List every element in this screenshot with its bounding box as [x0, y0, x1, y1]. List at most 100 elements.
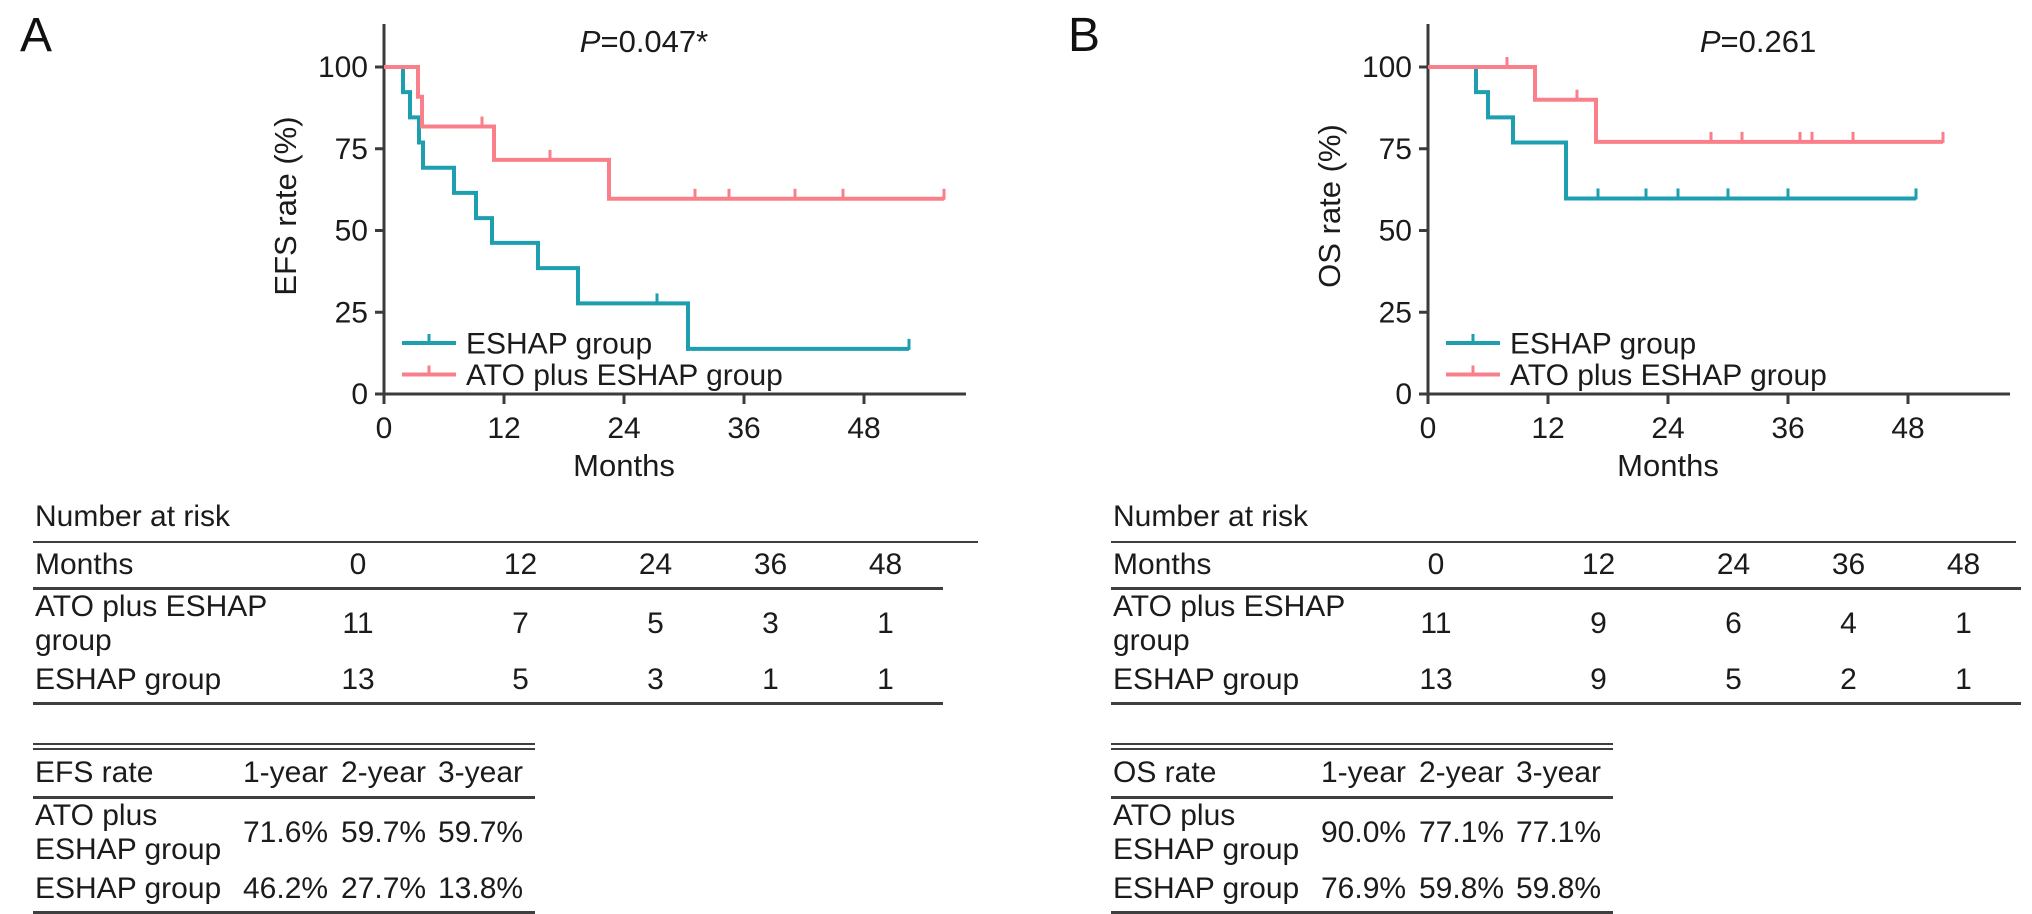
- efs-chart-area: EFS rate (%) 0 25 50 75 100 0 12 24 36 48 Months P=…: [258, 6, 1016, 484]
- table-row: ESHAP group 13 5 3 1 1: [33, 658, 978, 705]
- y-tick-label: 75: [1379, 133, 1412, 166]
- row-label: ATO plus ESHAP group: [35, 590, 267, 657]
- number-at-risk-title-a: Number at risk: [33, 498, 978, 543]
- x-axis-label: Months: [1617, 448, 1719, 483]
- p-value-annotation: P=0.047*: [580, 24, 708, 59]
- rate-table-body: ATO plus ESHAP group 71.6% 59.7% 59.7% ESHAP…: [33, 798, 978, 914]
- x-tick-label: 0: [376, 412, 393, 445]
- x-tick-label: 24: [607, 412, 640, 445]
- y-tick-label: 0: [1395, 378, 1412, 411]
- number-at-risk-table-b: Months 0 12 24 36 48 ATO plus ESHAP group 11 9 6…: [1111, 543, 2021, 705]
- os-km-chart: 0 25 50 75 100 0 12 24 36 48 Months P=0.261 ESHAP gr…: [1362, 24, 2010, 483]
- column-header: 1-year: [1321, 743, 1419, 799]
- table-title-cell: OS rate: [1111, 743, 1321, 799]
- number-at-risk-block-a: Number at risk Months 0 12 24 36 48 ATO plus …: [33, 498, 978, 705]
- value-cell: 1: [1955, 607, 1972, 640]
- table-title-cell: Months: [33, 543, 273, 590]
- value-cell: 7: [512, 607, 529, 640]
- x-tick-label: 0: [1420, 412, 1437, 445]
- y-tick-label: 25: [335, 296, 368, 329]
- value-cell: 1: [1906, 658, 2021, 705]
- table-row: ESHAP group 13 9 5 2 1: [1111, 658, 2021, 705]
- table-row: ESHAP group 76.9% 59.8% 59.8%: [1111, 867, 2016, 914]
- number-at-risk-table-a: Months 0 12 24 36 48 ATO plus ESHAP group 11 7 5…: [33, 543, 978, 705]
- os-chart-area: OS rate (%) 0 25 50 75 100 0 12 24 36 48 Months P=0…: [1302, 6, 2032, 484]
- x-tick-label: 12: [1531, 412, 1564, 445]
- rate-header-row: EFS rate 1-year 2-year 3-year: [33, 743, 978, 799]
- value-cell: 59.7%: [341, 816, 427, 849]
- panel-a-label: A: [20, 9, 53, 62]
- efs-rate-table: EFS rate 1-year 2-year 3-year ATO plus ESHA…: [33, 743, 978, 914]
- table-row: ATO plus ESHAP group 11 7 5 3 1: [33, 589, 978, 659]
- row-label: ATO plus ESHAP group: [1113, 799, 1300, 866]
- y-tick-label: 100: [1362, 51, 1412, 84]
- legend-entry-label: ATO plus ESHAP group: [466, 359, 783, 392]
- value-cell: 13: [1351, 658, 1521, 705]
- ato-plus-eshap-curve: [384, 65, 944, 201]
- ato-plus-eshap-curve: [1428, 65, 1943, 144]
- risk-table-body: ATO plus ESHAP group 11 9 6 4 1 ESHAP group 13 9…: [1111, 589, 2021, 705]
- value-cell: 71.6%: [243, 816, 329, 849]
- value-cell: 4: [1840, 607, 1857, 640]
- y-tick-label: 25: [1379, 296, 1412, 329]
- value-cell: 77.1%: [1516, 816, 1602, 849]
- y-tick-label: 50: [1379, 215, 1412, 248]
- value-cell: 6: [1725, 607, 1742, 640]
- efs-km-chart: 0 25 50 75 100 0 12 24 36 48 Months P=0.047* ESHAP g…: [318, 24, 966, 483]
- row-label: ATO plus ESHAP group: [35, 799, 222, 866]
- x-tick-label: 48: [847, 412, 880, 445]
- column-header: 12: [443, 543, 598, 590]
- rate-table-body: ATO plus ESHAP group 90.0% 77.1% 77.1% ESHAP…: [1111, 798, 2016, 914]
- number-at-risk-title-b: Number at risk: [1111, 498, 2016, 543]
- table-row: ATO plus ESHAP group 71.6% 59.7% 59.7%: [33, 798, 978, 868]
- column-header: 3-year: [438, 743, 535, 799]
- x-tick-label: 12: [487, 412, 520, 445]
- efs-y-axis-label: EFS rate (%): [268, 116, 303, 296]
- column-header: 2-year: [1419, 743, 1516, 799]
- panel-b-tables: Number at risk Months 0 12 24 36 48 ATO plus …: [1111, 498, 2021, 914]
- value-cell: 5: [647, 607, 664, 640]
- value-cell: 11: [1420, 607, 1452, 640]
- os-rate-table: OS rate 1-year 2-year 3-year ATO plus ESHAP…: [1111, 743, 2016, 914]
- column-header: 24: [598, 543, 713, 590]
- table-row: ATO plus ESHAP group 90.0% 77.1% 77.1%: [1111, 798, 2016, 868]
- value-cell: 1: [828, 658, 943, 705]
- row-label: ATO plus ESHAP group: [1113, 590, 1345, 657]
- value-cell: 59.7%: [438, 816, 524, 849]
- value-cell: 90.0%: [1321, 816, 1407, 849]
- risk-header-row: Months 0 12 24 36 48: [1111, 543, 2021, 590]
- panel-a-tables: Number at risk Months 0 12 24 36 48 ATO plus …: [33, 498, 978, 914]
- panel-a: A EFS rate (%) 0 25 50 75 100 0 12 24 36 48 Months…: [0, 6, 1016, 914]
- x-tick-label: 36: [1771, 412, 1804, 445]
- number-at-risk-block-b: Number at risk Months 0 12 24 36 48 ATO plus …: [1111, 498, 2021, 705]
- column-header: 2-year: [341, 743, 438, 799]
- p-value-annotation: P=0.261: [1700, 24, 1816, 59]
- row-label: ESHAP group: [33, 867, 243, 914]
- eshap-curve: [1428, 65, 1916, 201]
- column-header: 48: [1906, 543, 2021, 590]
- y-tick-label: 100: [318, 51, 368, 84]
- column-header: 12: [1521, 543, 1676, 590]
- legend-entry-label: ESHAP group: [466, 328, 652, 361]
- y-tick-label: 75: [335, 133, 368, 166]
- value-cell: 13.8%: [438, 867, 535, 914]
- value-cell: 5: [443, 658, 598, 705]
- rate-header-row: OS rate 1-year 2-year 3-year: [1111, 743, 2016, 799]
- column-header: 48: [828, 543, 943, 590]
- value-cell: 11: [342, 607, 374, 640]
- x-tick-label: 48: [1891, 412, 1924, 445]
- os-y-axis-label: OS rate (%): [1312, 124, 1347, 288]
- column-header: 36: [713, 543, 828, 590]
- column-header: 0: [1351, 543, 1521, 590]
- value-cell: 1: [713, 658, 828, 705]
- value-cell: 5: [1676, 658, 1791, 705]
- value-cell: 3: [598, 658, 713, 705]
- legend-entry-label: ESHAP group: [1510, 328, 1696, 361]
- column-header: 24: [1676, 543, 1791, 590]
- value-cell: 27.7%: [341, 867, 438, 914]
- column-header: 0: [273, 543, 443, 590]
- column-header: 36: [1791, 543, 1906, 590]
- table-title-cell: EFS rate: [33, 743, 243, 799]
- panel-b-label: B: [1068, 9, 1101, 62]
